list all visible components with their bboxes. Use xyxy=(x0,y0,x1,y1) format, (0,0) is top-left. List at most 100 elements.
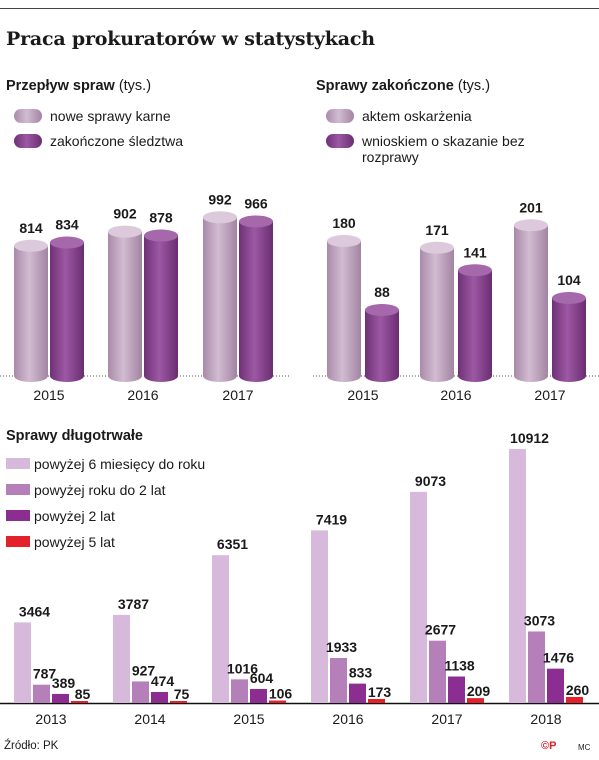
bar-value-label: 3464 xyxy=(19,603,50,619)
bar xyxy=(420,241,454,382)
legend-label: powyżej 2 lat xyxy=(34,508,115,524)
flow-chart: 814 834 2015 902 878 2016 992 966 2017 xyxy=(0,191,290,403)
bar-value-label: 966 xyxy=(244,195,268,211)
x-tick-label: 2017 xyxy=(222,387,253,403)
bar xyxy=(33,684,50,703)
bar-value-label: 389 xyxy=(52,675,76,691)
bar-top xyxy=(552,292,586,304)
bar-body xyxy=(552,298,586,382)
bar-body xyxy=(108,231,142,382)
bar xyxy=(547,668,564,703)
bar xyxy=(231,679,248,703)
bar xyxy=(250,688,267,703)
bar-value-label: 10912 xyxy=(510,430,549,446)
bar-body xyxy=(420,247,454,382)
bar xyxy=(566,696,583,703)
bar-top xyxy=(239,215,273,228)
legend-label: nowe sprawy karne xyxy=(50,108,171,124)
finished-chart: 180 88 2015 171 141 2016 201 104 2017 xyxy=(313,199,599,403)
publisher-logo: ©P xyxy=(541,740,557,752)
bar-top xyxy=(203,211,237,224)
bar xyxy=(113,614,130,703)
bar-value-label: 927 xyxy=(132,662,156,678)
bar xyxy=(552,292,586,382)
bar-value-label: 604 xyxy=(250,670,274,686)
bar-body xyxy=(239,221,273,382)
x-tick-label: 2016 xyxy=(127,387,158,403)
bar-top xyxy=(458,264,492,277)
bar-body xyxy=(365,310,399,382)
bar xyxy=(108,225,142,382)
flow-unit: (tys.) xyxy=(118,78,152,94)
bar-value-label: 474 xyxy=(151,673,175,689)
legend-swatch-finished-investigations xyxy=(14,134,42,148)
bar-body xyxy=(203,217,237,382)
bar-value-label: 9073 xyxy=(415,473,446,489)
bar-value-label: 1016 xyxy=(227,660,258,676)
x-tick-label: 2016 xyxy=(332,711,363,727)
x-tick-label: 2015 xyxy=(233,711,264,727)
bar xyxy=(14,622,31,703)
bar-top xyxy=(420,241,454,254)
bar-value-label: 209 xyxy=(467,683,491,699)
legend-swatch-motion-without-trial xyxy=(326,134,354,148)
source-note: Źródło: PK xyxy=(4,740,59,752)
bar-top xyxy=(365,304,399,316)
bar-value-label: 7419 xyxy=(316,511,347,527)
legend-swatch-over-5y xyxy=(6,536,30,547)
bar-top xyxy=(514,219,548,232)
bar-top xyxy=(50,236,84,249)
bar-top xyxy=(327,235,361,247)
bar xyxy=(514,219,548,382)
bar xyxy=(269,700,286,703)
bar-value-label: 814 xyxy=(19,220,43,236)
bar-value-label: 992 xyxy=(208,191,232,207)
x-tick-label: 2016 xyxy=(440,387,471,403)
bar-value-label: 787 xyxy=(33,666,57,682)
legend-swatch-new-cases xyxy=(14,109,42,123)
bar-value-label: 141 xyxy=(463,244,487,260)
bar xyxy=(365,304,399,382)
bar-value-label: 171 xyxy=(425,222,449,238)
x-tick-label: 2015 xyxy=(33,387,64,403)
finished-unit: (tys.) xyxy=(457,78,491,94)
bar-value-label: 834 xyxy=(55,217,79,233)
top-rule xyxy=(0,8,599,9)
bar xyxy=(144,229,178,382)
legend-label: powyżej 5 lat xyxy=(34,534,115,550)
bar xyxy=(170,701,187,703)
bar xyxy=(330,658,347,703)
legend-label: powyżej 6 miesięcy do roku xyxy=(34,456,206,472)
bar xyxy=(458,264,492,382)
x-tick-label: 2014 xyxy=(134,711,165,727)
bar-top xyxy=(14,239,48,252)
bar xyxy=(239,215,273,382)
legend-label: wnioskiem o skazanie bez rozprawy xyxy=(362,133,525,165)
bar xyxy=(509,449,526,703)
bar xyxy=(467,698,484,703)
flow-title: Przepływ spraw xyxy=(6,78,115,94)
bar-value-label: 104 xyxy=(557,272,581,288)
bar xyxy=(14,239,48,382)
bar-value-label: 6351 xyxy=(217,536,248,552)
bar xyxy=(327,235,361,382)
bar-value-label: 180 xyxy=(332,215,356,231)
bar xyxy=(349,683,366,703)
legend-swatch-1y-2y xyxy=(6,484,30,495)
legend-swatch-indictment xyxy=(326,109,354,123)
x-tick-label: 2015 xyxy=(347,387,378,403)
x-tick-label: 2017 xyxy=(431,711,462,727)
page-title: Praca prokuratorów w statystykach xyxy=(6,28,375,50)
flow-panel-title: Przepływ spraw (tys.) xyxy=(6,78,151,94)
bar xyxy=(151,691,168,703)
bar-value-label: 75 xyxy=(174,686,190,702)
bar-value-label: 173 xyxy=(368,684,392,700)
bar xyxy=(368,698,385,703)
bar-value-label: 201 xyxy=(519,199,543,215)
bar-value-label: 3787 xyxy=(118,596,149,612)
bar-value-label: 878 xyxy=(149,210,173,226)
finished-panel-title: Sprawy zakończone (tys.) xyxy=(316,78,490,94)
x-tick-label: 2017 xyxy=(534,387,565,403)
bar-value-label: 1138 xyxy=(444,658,475,674)
